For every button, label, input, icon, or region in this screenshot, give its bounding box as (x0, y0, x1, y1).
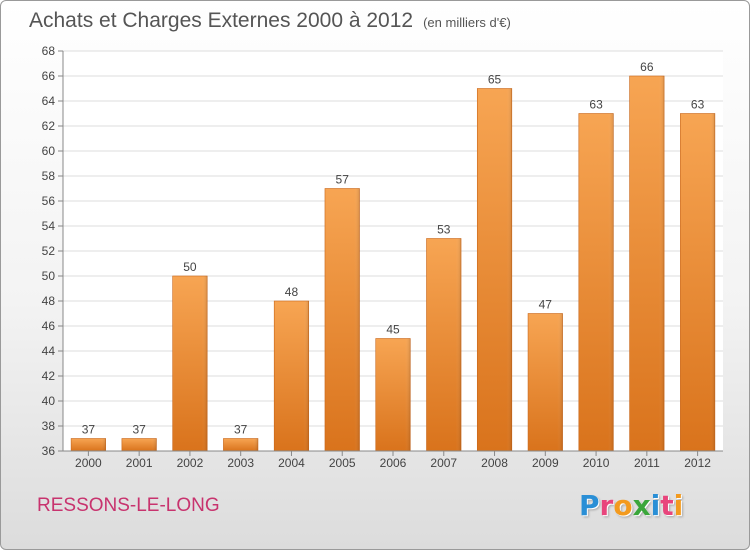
logo-letter: t (660, 489, 674, 522)
chart-subtitle: (en milliers d'€) (423, 15, 511, 30)
logo-letter: P (579, 489, 600, 522)
bar-value-label: 53 (437, 223, 451, 237)
bar-value-label: 57 (336, 173, 350, 187)
y-tick-label: 66 (42, 69, 56, 83)
bar-value-label: 37 (82, 423, 96, 437)
y-tick-label: 52 (42, 244, 56, 258)
bar-shade-2010 (578, 113, 614, 451)
bar-shade-2009 (528, 313, 563, 451)
y-tick-label: 62 (42, 119, 56, 133)
x-tick-label: 2008 (481, 456, 508, 470)
y-tick-label: 50 (42, 269, 56, 283)
y-tick-label: 40 (42, 394, 56, 408)
bar-shade-2007 (426, 238, 462, 451)
y-tick-label: 38 (42, 419, 56, 433)
bar-shade-2004 (274, 301, 309, 451)
bar-value-label: 63 (589, 98, 603, 112)
y-tick-label: 46 (42, 319, 56, 333)
bar-shade-2005 (324, 188, 360, 451)
bar-value-label: 48 (285, 285, 299, 299)
bar-value-label: 47 (539, 298, 553, 312)
y-tick-label: 60 (42, 144, 56, 158)
bar-shade-2001 (121, 438, 157, 451)
bar-value-label: 66 (640, 60, 654, 74)
x-tick-label: 2006 (380, 456, 407, 470)
y-tick-label: 36 (42, 444, 56, 458)
y-tick-label: 58 (42, 169, 56, 183)
commune-name: RESSONS-LE-LONG (37, 495, 220, 516)
logo-letter: r (599, 489, 614, 522)
y-tick-label: 42 (42, 369, 56, 383)
bar-shade-2011 (629, 76, 665, 451)
logo-letter: i (650, 489, 661, 522)
x-tick-label: 2009 (532, 456, 559, 470)
x-tick-label: 2000 (75, 456, 102, 470)
bar-shade-2006 (375, 338, 411, 451)
y-tick-label: 68 (42, 44, 56, 58)
y-tick-label: 48 (42, 294, 56, 308)
logo-letter: i (673, 489, 684, 522)
logo-letter: x (632, 489, 651, 522)
bar-value-label: 50 (183, 260, 197, 274)
chart-title: Achats et Charges Externes 2000 à 2012 (e… (29, 9, 511, 33)
x-tick-label: 2004 (278, 456, 305, 470)
bar-shade-2003 (223, 438, 258, 451)
bar-value-label: 37 (234, 423, 248, 437)
x-tick-label: 2001 (126, 456, 153, 470)
bar-value-label: 63 (691, 98, 705, 112)
y-tick-label: 64 (42, 94, 56, 108)
y-tick-label: 44 (42, 344, 56, 358)
y-tick-label: 56 (42, 194, 56, 208)
x-tick-label: 2002 (177, 456, 204, 470)
x-tick-label: 2011 (634, 456, 660, 470)
bar-shade-2000 (71, 438, 106, 451)
x-tick-label: 2010 (583, 456, 610, 470)
x-tick-label: 2005 (329, 456, 356, 470)
bar-value-label: 37 (132, 423, 146, 437)
bar-shade-2008 (477, 88, 512, 451)
bar-value-label: 45 (386, 323, 400, 337)
proxiti-logo: Proxiti (579, 489, 683, 522)
bar-shade-2012 (680, 113, 715, 451)
bar-shade-2002 (172, 276, 208, 451)
x-tick-label: 2003 (227, 456, 254, 470)
bar-value-label: 65 (488, 73, 502, 87)
y-tick-label: 54 (42, 219, 56, 233)
logo-letter: o (613, 489, 633, 522)
chart-title-text: Achats et Charges Externes 2000 à 2012 (29, 9, 414, 32)
x-tick-label: 2007 (430, 456, 457, 470)
x-tick-label: 2012 (684, 456, 711, 470)
